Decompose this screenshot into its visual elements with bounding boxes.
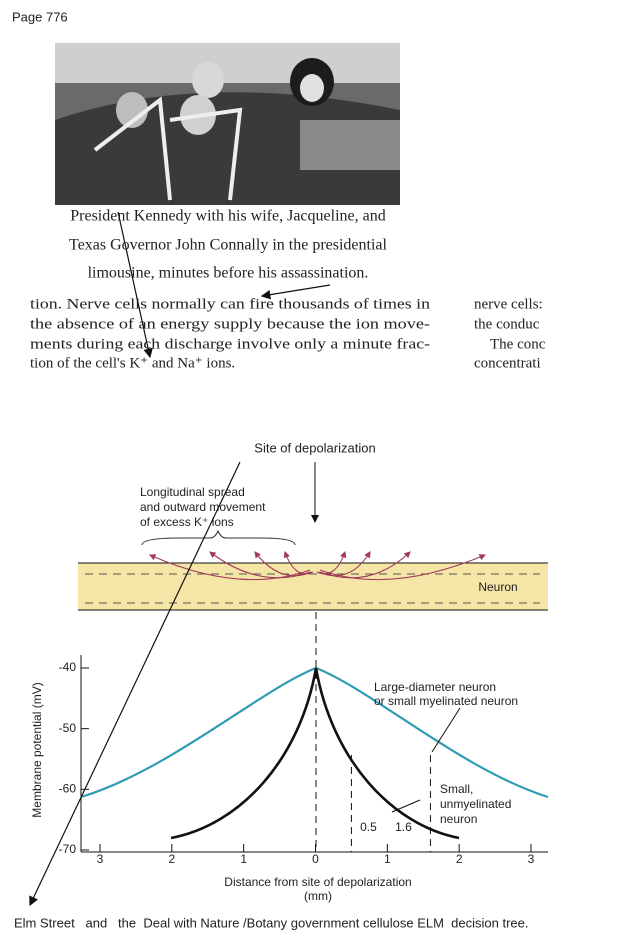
x-tick-label: 2 — [456, 852, 463, 866]
caption: President Kennedy with his wife, Jacquel… — [69, 208, 387, 282]
x-axis-title: Distance from site of depolarization — [224, 875, 411, 889]
site-label: Site of depolarization — [254, 440, 375, 455]
body-line: nerve cells: — [474, 296, 543, 312]
y-axis-title: Membrane potential (mV) — [30, 682, 44, 817]
body-line: tion of the cell's K⁺ and Na⁺ ions. — [30, 355, 235, 371]
arrow — [260, 284, 331, 300]
leader — [391, 799, 421, 813]
marker-label: 0.5 — [360, 820, 377, 834]
y-tick-label: -40 — [59, 660, 77, 674]
footer-text: Elm Street and the Deal with Nature /Bot… — [14, 915, 528, 930]
small-label: neuron — [440, 812, 477, 826]
neuron-band — [78, 563, 548, 610]
large-label: Large-diameter neuron — [374, 680, 496, 694]
x-tick-label: 2 — [168, 852, 175, 866]
body-line: The conc — [490, 336, 546, 352]
body-left: tion. Nerve cells normally can fire thou… — [30, 296, 431, 371]
arrow — [29, 461, 241, 907]
caption-line: limousine, minutes before his assassinat… — [88, 265, 369, 282]
photo — [55, 43, 400, 205]
small-label: unmyelinated — [440, 797, 511, 811]
marker-label: 1.6 — [395, 820, 412, 834]
small-label: Small, — [440, 782, 473, 796]
large-label: or small myelinated neuron — [374, 694, 518, 708]
page-number: Page 776 — [12, 9, 68, 24]
body-line: concentrati — [474, 355, 541, 371]
neuron-label: Neuron — [478, 580, 517, 594]
x-tick-label: 3 — [97, 852, 104, 866]
small-neuron-curve — [170, 667, 460, 840]
y-tick-label: -70 — [59, 842, 77, 856]
spread-label: and outward movement — [140, 500, 266, 514]
x-tick-label: 0 — [312, 852, 319, 866]
x-tick-label: 1 — [240, 852, 247, 866]
figure: Site of depolarization Longitudinal spre… — [30, 440, 549, 903]
body-line: tion. Nerve cells normally can fire thou… — [30, 296, 431, 312]
y-tick-label: -60 — [59, 782, 77, 796]
x-tick-label: 1 — [384, 852, 391, 866]
caption-line: Texas Governor John Connally in the pres… — [69, 237, 387, 254]
leader — [431, 707, 461, 753]
body-line: ments during each discharge involve only… — [30, 336, 430, 352]
caption-line: President Kennedy with his wife, Jacquel… — [70, 208, 385, 225]
body-line: the absence of an energy supply because … — [30, 316, 430, 332]
spread-label: Longitudinal spread — [140, 485, 245, 499]
arrow — [117, 211, 153, 359]
x-axis-title: (mm) — [304, 889, 332, 903]
body-right: nerve cells: the conduc The conc concent… — [474, 296, 546, 371]
current-arrows — [148, 550, 487, 581]
body-line: the conduc — [474, 316, 540, 332]
y-tick-label: -50 — [59, 721, 77, 735]
x-tick-label: 3 — [528, 852, 535, 866]
brace — [141, 529, 296, 546]
spread-label: of excess K⁺ ions — [140, 515, 234, 529]
